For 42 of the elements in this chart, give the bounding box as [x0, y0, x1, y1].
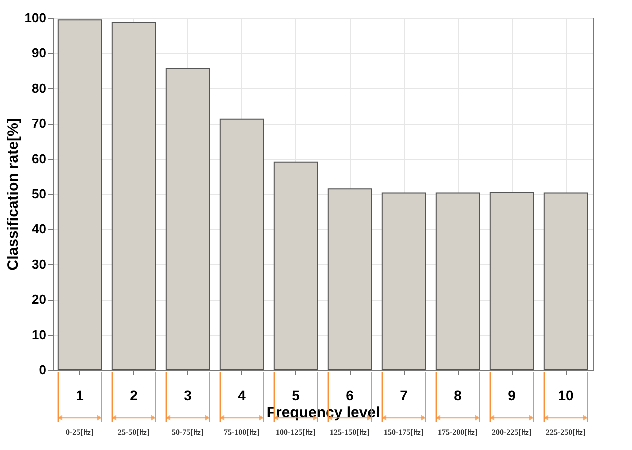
x-tick-label: 2	[130, 388, 138, 404]
text: 25-50[㎐]	[118, 428, 150, 437]
y-axis-title: Classification rate[%]	[4, 118, 22, 271]
text: 50-75[㎐]	[172, 428, 204, 437]
y-tick-label: 40	[32, 222, 46, 237]
x-tick-label: 3	[184, 388, 192, 404]
bar	[490, 192, 534, 370]
y-tick-label: 70	[32, 116, 46, 132]
x-tick-label: 5	[292, 388, 300, 404]
y-tick-label: 0	[39, 362, 46, 378]
x-tick-label: 7	[400, 388, 408, 404]
bar	[220, 118, 264, 370]
bar	[274, 162, 318, 370]
y-tick-label: 50	[32, 186, 46, 202]
x-tick-label: 6	[346, 388, 354, 404]
text: 75-100[㎐]	[224, 428, 260, 437]
y-tick-label: 60	[32, 151, 46, 166]
text: 225-250[㎐]	[546, 428, 586, 437]
text: 200-225[㎐]	[492, 428, 532, 437]
bar	[166, 68, 210, 370]
text: 175-200[㎐]	[438, 428, 478, 437]
text: 0-25[㎐]	[66, 428, 94, 437]
bar	[328, 188, 372, 370]
x-tick-label: 4	[238, 388, 246, 404]
bar	[58, 20, 102, 370]
bar	[112, 22, 156, 370]
x-tick-label: 8	[454, 388, 462, 404]
y-tick-label: 20	[32, 292, 46, 308]
y-tick-label: 100	[24, 10, 46, 26]
y-tick-label: 10	[32, 327, 46, 342]
bar	[382, 192, 426, 370]
y-tick-label: 30	[32, 256, 46, 272]
y-tick-label: 90	[32, 46, 46, 61]
bar	[436, 192, 480, 370]
x-tick-label: 10	[558, 388, 574, 404]
text: 125-150[㎐]	[330, 428, 370, 437]
x-tick-label: 1	[76, 388, 84, 404]
bar	[544, 192, 588, 370]
y-tick-label: 80	[32, 80, 46, 96]
text: 100-125[㎐]	[276, 428, 316, 437]
x-tick-label: 9	[508, 388, 516, 404]
text: 150-175[㎐]	[384, 428, 424, 437]
